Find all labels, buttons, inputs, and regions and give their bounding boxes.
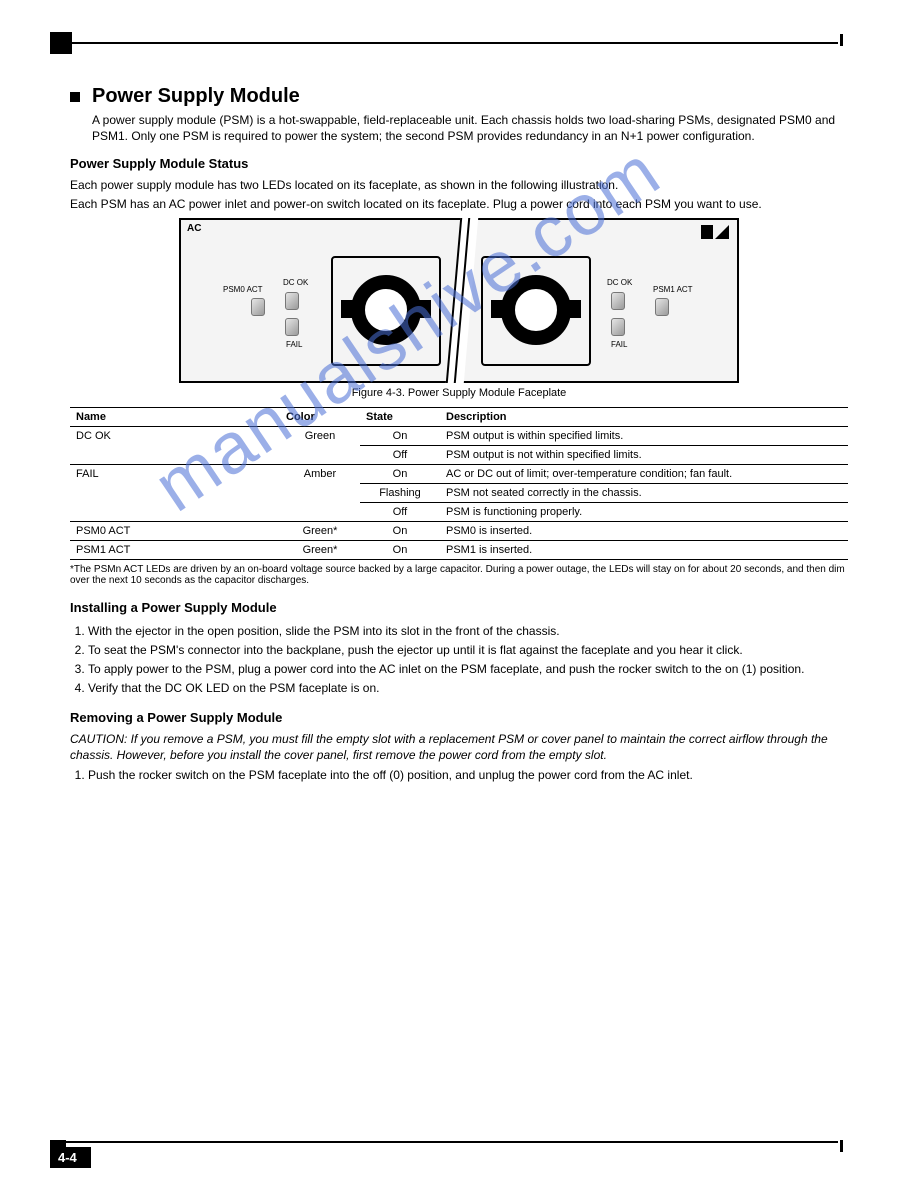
list-item: To apply power to the PSM, plug a power … — [88, 661, 848, 677]
led-indicator — [285, 318, 299, 336]
cell-desc: PSM0 is inserted. — [440, 521, 848, 540]
lock-icon — [701, 225, 729, 243]
cell-color: Green — [280, 426, 360, 464]
page-content: Power Supply Module A power supply modul… — [70, 85, 848, 786]
status-para-1: Each power supply module has two LEDs lo… — [70, 177, 848, 193]
led-indicator — [611, 318, 625, 336]
cell-desc: PSM is functioning properly. — [440, 502, 848, 521]
cell-color: Green* — [280, 540, 360, 559]
footer-rule — [50, 1141, 838, 1143]
ac-label: AC — [187, 223, 201, 234]
led-label: PSM0 ACT — [223, 285, 263, 294]
led-label: FAIL — [286, 340, 302, 349]
table-header: Name — [70, 407, 280, 426]
figure-caption: Figure 4-3. Power Supply Module Faceplat… — [70, 387, 848, 399]
remove-heading: Removing a Power Supply Module — [70, 710, 282, 725]
cell-desc: PSM not seated correctly in the chassis. — [440, 483, 848, 502]
footer-mark — [840, 1140, 843, 1152]
cell-desc: PSM output is not within specified limit… — [440, 445, 848, 464]
table-header: Color — [280, 407, 360, 426]
cell-color: Green* — [280, 521, 360, 540]
figure-split — [453, 220, 471, 381]
cell-state: Off — [360, 502, 440, 521]
cell-state: Flashing — [360, 483, 440, 502]
led-label: PSM1 ACT — [653, 285, 693, 294]
status-para-2: Each PSM has an AC power inlet and power… — [70, 196, 848, 212]
cell-desc: AC or DC out of limit; over-temperature … — [440, 464, 848, 483]
list-item: With the ejector in the open position, s… — [88, 623, 848, 639]
remove-steps: Push the rocker switch on the PSM facepl… — [88, 767, 848, 783]
cell-state: On — [360, 464, 440, 483]
cell-state: On — [360, 426, 440, 445]
remove-caution: CAUTION: If you remove a PSM, you must f… — [70, 731, 848, 763]
cell-state: Off — [360, 445, 440, 464]
table-row: PSM1 ACTGreen*OnPSM1 is inserted. — [70, 540, 848, 559]
table-row: FAILAmberOnAC or DC out of limit; over-t… — [70, 464, 848, 483]
cell-name: PSM1 ACT — [70, 540, 280, 559]
ac-inlet-left — [351, 275, 421, 345]
table-row: PSM0 ACTGreen*OnPSM0 is inserted. — [70, 521, 848, 540]
cell-desc: PSM output is within specified limits. — [440, 426, 848, 445]
h1-bullet — [70, 92, 80, 102]
led-indicator — [611, 292, 625, 310]
list-item: Push the rocker switch on the PSM facepl… — [88, 767, 848, 783]
cell-desc: PSM1 is inserted. — [440, 540, 848, 559]
led-indicator — [251, 298, 265, 316]
header-mark — [840, 34, 843, 46]
install-steps: With the ejector in the open position, s… — [88, 623, 848, 697]
led-label: DC OK — [283, 278, 308, 287]
led-label: DC OK — [607, 278, 632, 287]
header-rule — [50, 42, 838, 44]
cell-state: On — [360, 540, 440, 559]
status-heading: Power Supply Module Status — [70, 156, 248, 171]
cell-name: PSM0 ACT — [70, 521, 280, 540]
page-number: 4-4 — [50, 1147, 91, 1168]
intro-text: A power supply module (PSM) is a hot-swa… — [92, 112, 848, 144]
list-item: To seat the PSM's connector into the bac… — [88, 642, 848, 658]
install-heading: Installing a Power Supply Module — [70, 600, 277, 615]
table-footnote: *The PSMn ACT LEDs are driven by an on-b… — [70, 564, 848, 586]
cell-color: Amber — [280, 464, 360, 521]
table-header: State — [360, 407, 440, 426]
list-item: Verify that the DC OK LED on the PSM fac… — [88, 680, 848, 696]
cell-state: On — [360, 521, 440, 540]
cell-name: DC OK — [70, 426, 280, 464]
psm-figure: AC PSM0 ACT DC OK FAIL DC OK FAIL PSM1 ACT — [179, 218, 739, 383]
cell-name: FAIL — [70, 464, 280, 521]
led-indicator — [655, 298, 669, 316]
section-title: Power Supply Module — [92, 85, 300, 108]
table-header: Description — [440, 407, 848, 426]
table-row: DC OKGreenOnPSM output is within specifi… — [70, 426, 848, 445]
led-indicator — [285, 292, 299, 310]
ac-inlet-right — [501, 275, 571, 345]
led-label: FAIL — [611, 340, 627, 349]
led-table: NameColorStateDescription DC OKGreenOnPS… — [70, 407, 848, 560]
